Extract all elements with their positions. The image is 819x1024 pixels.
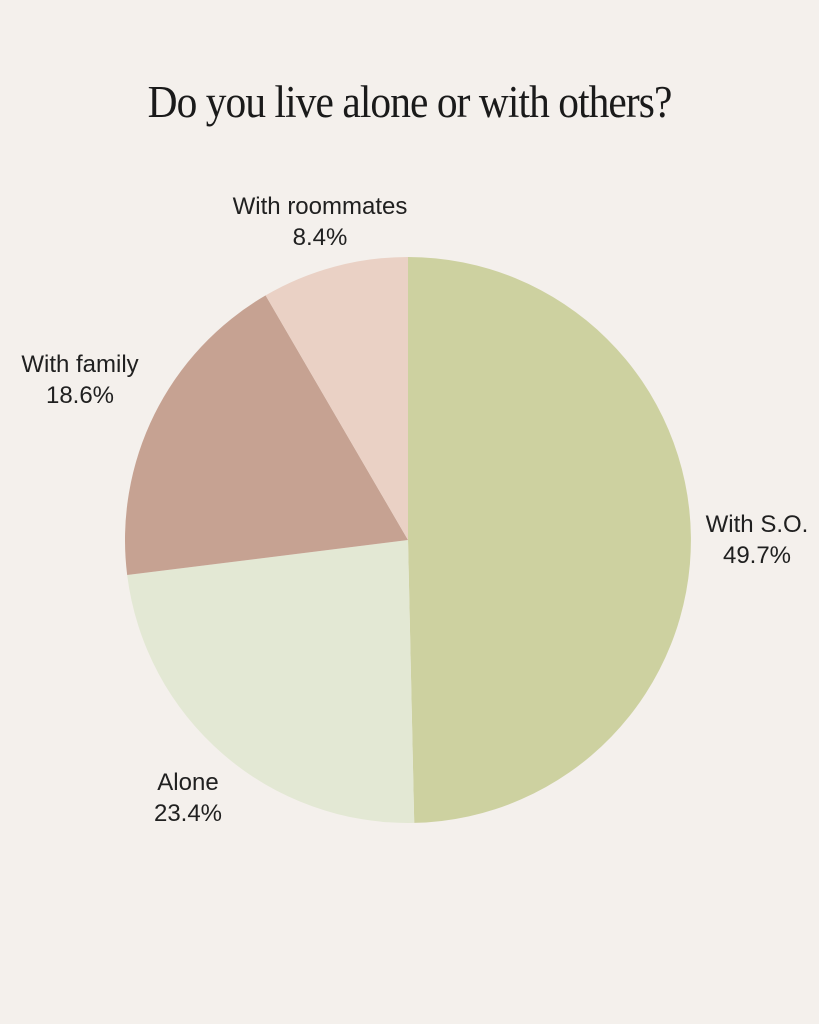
- slice-label: With family: [21, 351, 139, 378]
- pie-slice-with-family: [125, 295, 408, 575]
- pie-slice-with-roommates: [265, 257, 408, 540]
- pie-slice-with-s-o: [408, 257, 691, 823]
- pie-label-with-roommates: With roommates 8.4%: [233, 191, 408, 253]
- slice-percent: 18.6%: [45, 382, 115, 409]
- slice-percent: 23.4%: [153, 800, 223, 827]
- slice-label: With S.O.: [705, 511, 809, 538]
- slice-percent: 8.4%: [292, 224, 348, 251]
- slice-label: Alone: [157, 769, 219, 796]
- pie-label-alone: Alone 23.4%: [154, 767, 222, 829]
- pie-label-with-so: With S.O. 49.7%: [706, 509, 809, 571]
- chart-title: Do you live alone or with others?: [147, 77, 673, 127]
- pie-label-with-family: With family 18.6%: [21, 349, 138, 411]
- pie-slice-alone: [127, 540, 415, 823]
- slice-percent: 49.7%: [722, 542, 792, 569]
- pie-chart: [125, 257, 691, 823]
- slice-label: With roommates: [232, 193, 408, 220]
